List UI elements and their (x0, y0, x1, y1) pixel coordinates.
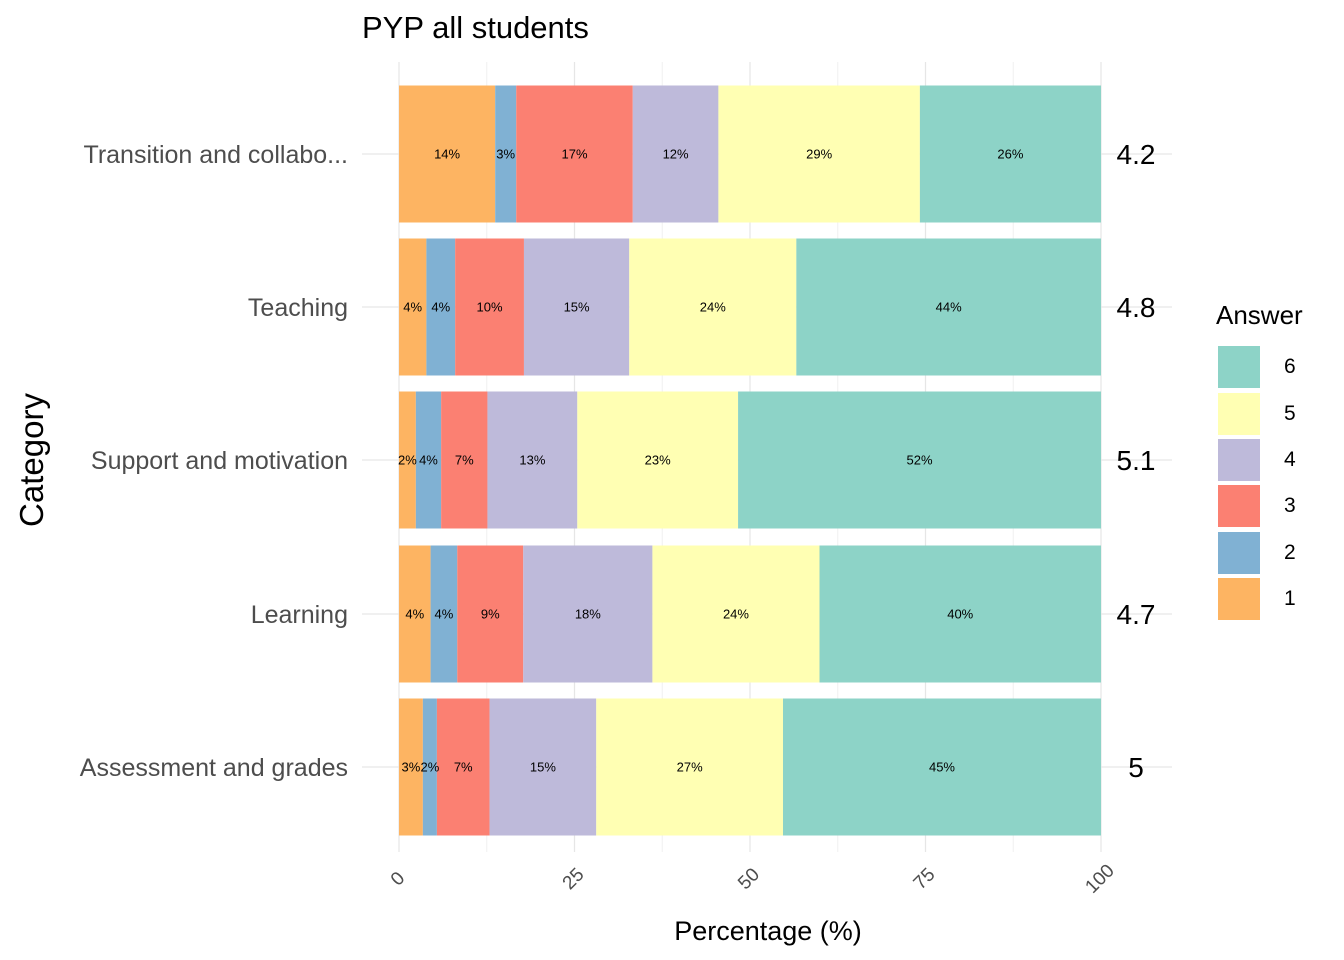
legend-label: 2 (1284, 541, 1296, 565)
mean-score-label: 4.7 (1117, 599, 1156, 630)
legend-item-answer-3: 3 (1218, 483, 1296, 529)
mean-score-label: 4.2 (1117, 139, 1156, 170)
segment-value-label: 13% (519, 453, 545, 468)
segment-value-label: 12% (663, 147, 689, 162)
category-label: Transition and collabo... (83, 141, 348, 169)
x-tick-label: 0 (387, 868, 409, 890)
segment-value-label: 45% (929, 760, 955, 775)
segment-value-label: 18% (575, 607, 601, 622)
mean-labels: 4.2 4.8 5.1 4.7 5 (1117, 139, 1156, 783)
y-axis-title: Category (13, 393, 50, 527)
segment-value-label: 4% (419, 453, 438, 468)
chart-title: PYP all students (362, 10, 589, 46)
legend-swatch (1218, 439, 1260, 481)
segment-value-label: 9% (481, 607, 500, 622)
legend-swatch (1218, 346, 1260, 388)
category-label: Teaching (248, 294, 348, 322)
x-tick-label: 100 (1081, 860, 1118, 897)
segment-value-label: 26% (997, 147, 1023, 162)
x-axis-title: Percentage (%) (674, 916, 862, 946)
legend-label: 1 (1284, 587, 1296, 611)
mean-score-label: 5.1 (1117, 445, 1156, 476)
segment-value-label: 2% (420, 760, 439, 775)
legend-item-answer-1: 1 (1218, 576, 1296, 622)
segment-value-label: 14% (434, 147, 460, 162)
legend-item-answer-6: 6 (1218, 344, 1296, 390)
x-axis-tick-labels: 0 25 50 75 100 (387, 860, 1119, 897)
segment-value-label: 15% (530, 760, 556, 775)
legend-label: 5 (1284, 402, 1296, 426)
segment-value-label: 4% (435, 607, 454, 622)
legend-swatch (1218, 532, 1260, 574)
segment-value-label: 15% (564, 300, 590, 315)
mean-score-label: 5 (1128, 752, 1144, 783)
segment-value-label: 52% (907, 453, 933, 468)
category-label: Support and motivation (91, 447, 348, 475)
segment-value-label: 4% (405, 607, 424, 622)
segment-value-label: 27% (677, 760, 703, 775)
mean-score-label: 4.8 (1117, 292, 1156, 323)
segment-value-label: 24% (700, 300, 726, 315)
segment-value-label: 7% (455, 453, 474, 468)
legend-label: 6 (1284, 355, 1296, 379)
segment-value-label: 29% (806, 147, 832, 162)
segment-value-label: 44% (936, 300, 962, 315)
legend-swatch (1218, 485, 1260, 527)
category-label: Assessment and grades (80, 754, 348, 782)
legend-label: 3 (1284, 494, 1296, 518)
legend-swatch (1218, 393, 1260, 435)
segment-value-label: 40% (947, 607, 973, 622)
segment-value-label: 7% (454, 760, 473, 775)
legend-item-answer-4: 4 (1218, 437, 1296, 483)
legend: 6 5 4 3 2 1 (1218, 344, 1296, 622)
segment-value-label: 17% (561, 147, 587, 162)
x-tick-label: 75 (910, 864, 940, 894)
y-axis-tick-labels: Transition and collabo... Teaching Support… (80, 141, 348, 782)
segment-value-label: 23% (645, 453, 671, 468)
segment-value-label: 10% (477, 300, 503, 315)
segment-value-label: 3% (496, 147, 515, 162)
segment-value-label: 3% (402, 760, 421, 775)
segment-value-label: 4% (431, 300, 450, 315)
x-tick-label: 50 (734, 864, 764, 894)
segment-value-label: 2% (398, 453, 417, 468)
legend-title: Answer (1216, 300, 1303, 331)
segment-value-label: 4% (403, 300, 422, 315)
segment-value-label: 24% (723, 607, 749, 622)
x-tick-label: 25 (559, 864, 589, 894)
legend-item-answer-2: 2 (1218, 530, 1296, 576)
legend-swatch (1218, 578, 1260, 620)
legend-label: 4 (1284, 448, 1296, 472)
bars (399, 86, 1101, 836)
category-label: Learning (251, 601, 348, 629)
legend-item-answer-5: 5 (1218, 390, 1296, 436)
